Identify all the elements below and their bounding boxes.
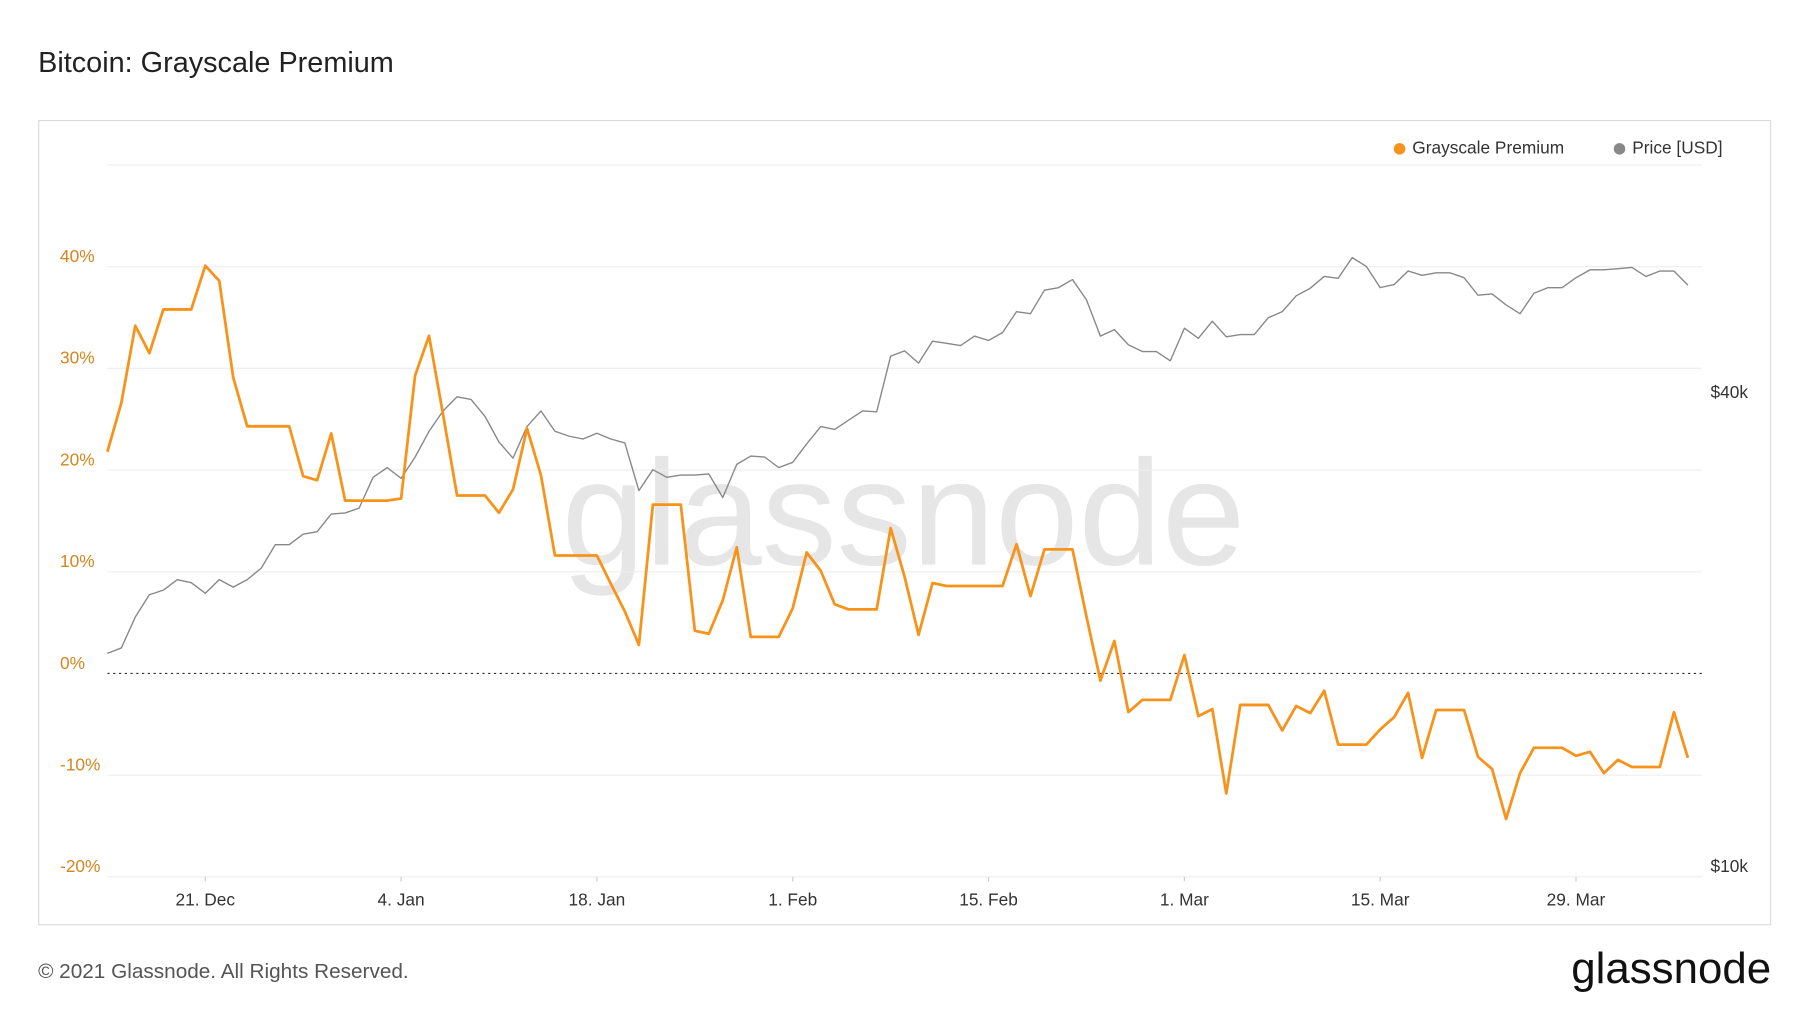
x-tick-label: 1. Feb bbox=[768, 890, 817, 910]
y-tick-label: 30% bbox=[60, 348, 95, 368]
y-tick-label: 20% bbox=[60, 449, 95, 469]
series-line bbox=[106, 264, 1690, 821]
y2-tick-label: $10k bbox=[1710, 856, 1748, 876]
legend-label: Grayscale Premium bbox=[1412, 137, 1564, 157]
legend-swatch bbox=[1393, 143, 1406, 155]
x-tick-label: 29. Mar bbox=[1547, 890, 1606, 910]
y-tick-label: 0% bbox=[60, 653, 85, 673]
x-tick-label: 4. Jan bbox=[378, 890, 425, 910]
y-tick-label: -20% bbox=[60, 856, 100, 876]
y2-tick-label: $40k bbox=[1710, 382, 1748, 402]
y-tick-label: 10% bbox=[60, 551, 95, 571]
x-tick-label: 15. Mar bbox=[1351, 890, 1410, 910]
x-tick-label: 1. Mar bbox=[1160, 890, 1209, 910]
legend-label: Price [USD] bbox=[1632, 137, 1722, 157]
x-tick-label: 18. Jan bbox=[569, 890, 626, 910]
x-tick-label: 15. Feb bbox=[959, 890, 1018, 910]
brand-logo: glassnode bbox=[1571, 944, 1771, 993]
y-tick-label: -10% bbox=[60, 754, 100, 774]
legend-swatch bbox=[1613, 143, 1626, 155]
series-line bbox=[107, 256, 1689, 655]
x-tick-label: 21. Dec bbox=[175, 890, 235, 910]
chart-title: Bitcoin: Grayscale Premium bbox=[38, 47, 394, 79]
footer: © 2021 Glassnode. All Rights Reserved. bbox=[38, 960, 409, 983]
y-tick-label: 40% bbox=[60, 246, 95, 266]
plot-frame bbox=[38, 119, 1772, 926]
